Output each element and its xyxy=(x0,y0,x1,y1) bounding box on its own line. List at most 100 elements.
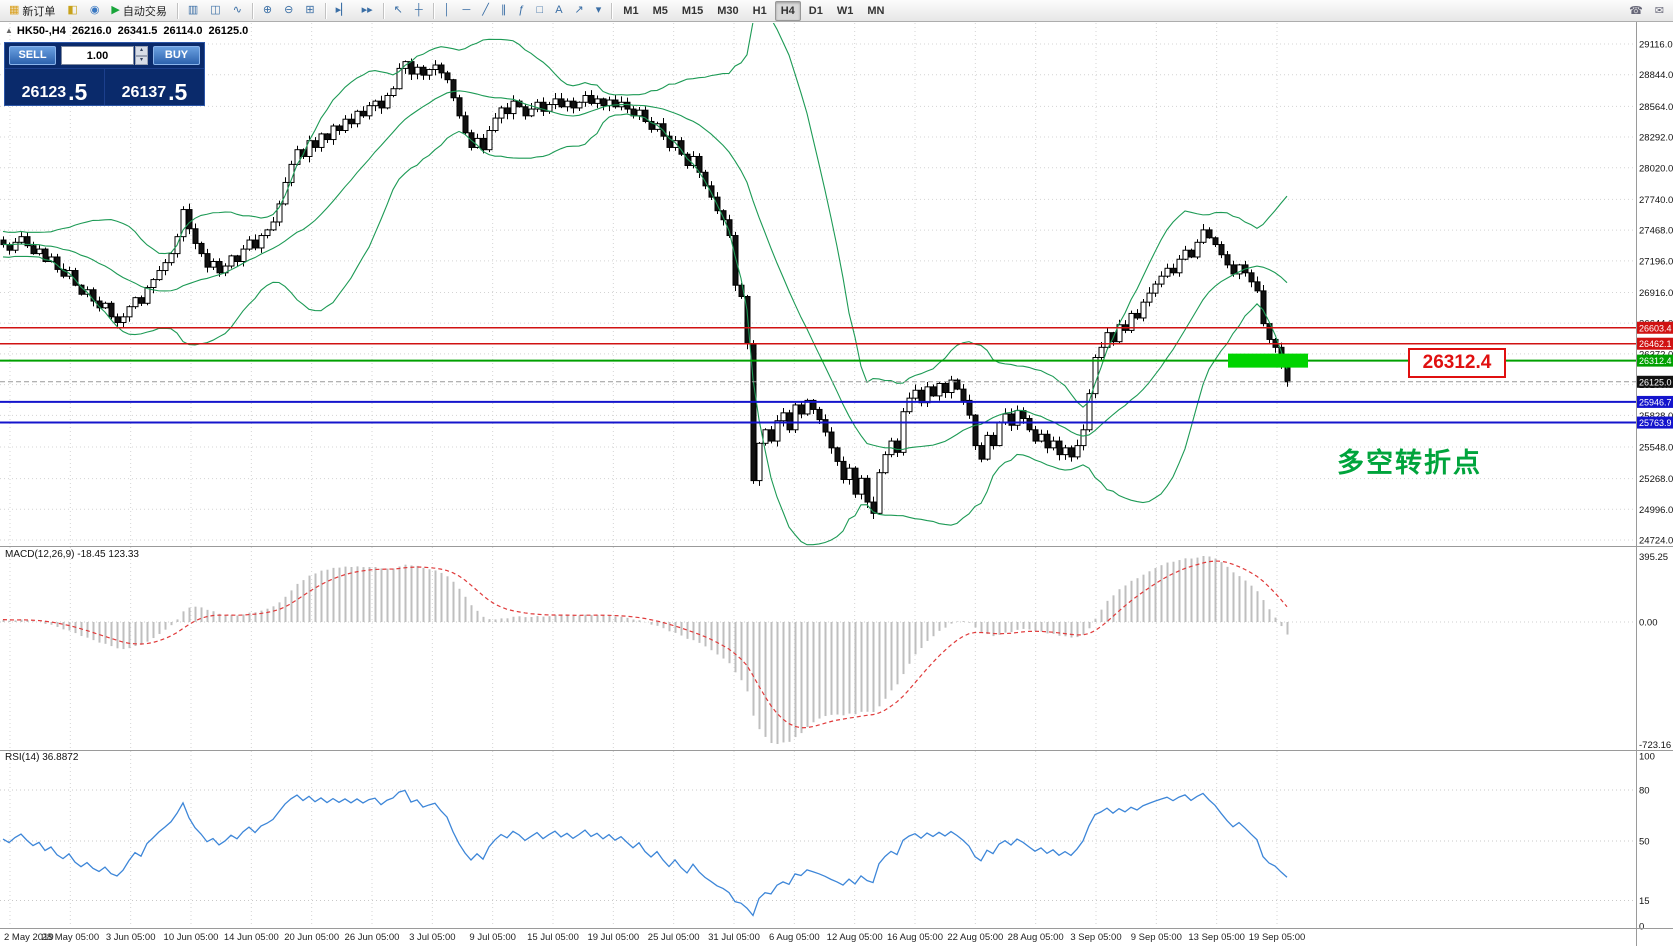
date-axis-label: 3 Jul 05:00 xyxy=(409,932,455,943)
date-axis-label: 12 Aug 05:00 xyxy=(827,932,883,943)
price-callout-label[interactable]: 26312.4 xyxy=(1408,348,1506,378)
timeframe-m5-button[interactable]: M5 xyxy=(647,1,674,21)
bollinger-lower-band xyxy=(2,113,1288,546)
sell-price[interactable]: 26123.5 xyxy=(5,69,105,105)
price-axis-label: 26916.0 xyxy=(1639,288,1673,299)
timeframe-m15-button-label: M15 xyxy=(681,4,704,17)
price-axis-label: 27740.0 xyxy=(1639,195,1673,206)
crosshair-button[interactable]: ┼ xyxy=(410,1,428,21)
price-axis-label: 28844.0 xyxy=(1639,70,1673,81)
rsi-axis-label: 100 xyxy=(1639,752,1655,763)
sell-price-frac: .5 xyxy=(68,79,88,105)
price-tag xyxy=(1637,321,1673,334)
macd-signal-line xyxy=(2,560,1288,729)
tile-windows-icon: ⊞ xyxy=(305,4,315,16)
price-axis-label: 27468.0 xyxy=(1639,226,1673,237)
timeframe-m30-button[interactable]: M30 xyxy=(711,1,744,21)
volume-up-button[interactable]: ▴ xyxy=(135,46,148,56)
buy-price[interactable]: 26137.5 xyxy=(105,69,204,105)
volume-down-button[interactable]: ▾ xyxy=(135,55,148,65)
chart-shift-button[interactable]: ▸▸ xyxy=(357,1,378,21)
line-chart-icon: ∿ xyxy=(232,4,242,16)
alerts-button[interactable]: ☎ xyxy=(1624,1,1648,21)
turning-point-annotation[interactable]: 多空转折点 xyxy=(1337,448,1482,478)
price-axis-label: 28292.0 xyxy=(1639,133,1673,144)
objects-dropdown-button[interactable]: ▾ xyxy=(591,1,607,21)
timeframe-mn-button[interactable]: MN xyxy=(861,1,890,21)
date-axis-label: 9 Jul 05:00 xyxy=(469,932,515,943)
fibonacci-button[interactable]: ƒ xyxy=(513,1,529,21)
timeframe-m1-button[interactable]: M1 xyxy=(617,1,644,21)
rsi-indicator-label: RSI(14) 36.8872 xyxy=(5,752,79,763)
mailbox-button[interactable]: ✉ xyxy=(1650,1,1669,21)
bar-chart-button[interactable]: ▥ xyxy=(183,1,203,21)
arrows-button[interactable]: ↗ xyxy=(570,1,589,21)
vertical-line-icon: │ xyxy=(443,4,451,16)
timeframe-d1-button[interactable]: D1 xyxy=(803,1,829,21)
date-axis-label: 14 Jun 05:00 xyxy=(224,932,279,943)
rsi-line xyxy=(2,789,1288,917)
autotrading-icon: ▶ xyxy=(111,4,120,16)
text-button[interactable]: A xyxy=(550,1,567,21)
tile-windows-button[interactable]: ⊞ xyxy=(300,1,319,21)
shapes-button[interactable]: □ xyxy=(532,1,549,21)
price-axis-label: 24724.0 xyxy=(1639,536,1673,547)
price-tag xyxy=(1637,395,1673,408)
timeframe-h1-button[interactable]: H1 xyxy=(747,1,773,21)
new-order-button-label: 新订单 xyxy=(22,5,56,18)
macd-indicator-label: MACD(12,26,9) -18.45 123.33 xyxy=(5,549,139,560)
rsi-axis-label: 50 xyxy=(1639,837,1650,848)
channel-button[interactable]: ∥ xyxy=(496,1,512,21)
new-order-button[interactable]: ▦ 新订单 xyxy=(4,1,60,21)
highlight-zone[interactable] xyxy=(1228,353,1308,368)
trendline-button[interactable]: ╱ xyxy=(477,1,494,21)
buy-button[interactable]: BUY xyxy=(153,46,200,65)
price-axis-label: 25268.0 xyxy=(1639,474,1673,485)
volume-input[interactable] xyxy=(61,46,134,65)
bollinger-upper-band xyxy=(2,23,1288,408)
zoom-in-button[interactable]: ⊕ xyxy=(258,1,277,21)
timeframe-d1-button-label: D1 xyxy=(808,4,823,17)
timeframe-h4-button-label: H4 xyxy=(780,4,795,17)
date-axis-label: 19 Jul 05:00 xyxy=(587,932,639,943)
date-axis-label: 26 Jun 05:00 xyxy=(345,932,400,943)
timeframe-m15-button[interactable]: M15 xyxy=(676,1,709,21)
ohlc-high: 26341.5 xyxy=(117,25,158,37)
one-click-collapse-arrow[interactable]: ▲ xyxy=(5,26,13,35)
chart-screenshot-button[interactable]: ◧ xyxy=(62,1,82,21)
vertical-line-button[interactable]: │ xyxy=(439,1,456,21)
auto-scroll-button[interactable]: ▸▏ xyxy=(331,1,355,21)
toolbar-separator xyxy=(324,2,326,19)
price-axis-label: 28020.0 xyxy=(1639,163,1673,174)
autotrading-button[interactable]: ▶ 自动交易 xyxy=(106,1,171,21)
zoom-out-button[interactable]: ⊖ xyxy=(279,1,298,21)
symbol-timeframe: HK50-,H4 xyxy=(16,25,66,37)
price-axis-label: 27196.0 xyxy=(1639,256,1673,267)
timeframe-mn-button-label: MN xyxy=(867,4,885,17)
toolbar: ▦ 新订单 ◧ ◉ ▶ 自动交易 ▥ ◫ ∿ ⊕ ⊖ ⊞ ▸▏ ▸▸ ↖ ┼ │ ─ ╱ ∥ ƒ □ A ↗ ▾ M1 M5 M15 M… xyxy=(0,0,1673,22)
horizontal-line-button[interactable]: ─ xyxy=(458,1,476,21)
date-axis-label: 28 Aug 05:00 xyxy=(1008,932,1064,943)
crosshair-icon: ┼ xyxy=(414,4,423,16)
grid: 29116.0 28844.0 28564.0 28292.0 28020.0 27740… xyxy=(0,23,1673,943)
chart-symbol-info: ▲ HK50-,H4 26216.0 26341.5 26114.0 26125.0 xyxy=(5,25,254,37)
timeframe-w1-button-label: W1 xyxy=(836,4,854,17)
timeframe-w1-button[interactable]: W1 xyxy=(831,1,860,21)
price-tag-label: 26125.0 xyxy=(1639,377,1672,387)
sell-button[interactable]: SELL xyxy=(9,46,56,65)
date-axis-label: 6 Aug 05:00 xyxy=(769,932,820,943)
timeframe-m30-button-label: M30 xyxy=(717,4,739,17)
price-tag xyxy=(1637,337,1673,350)
bollinger-middle-band xyxy=(2,90,1288,450)
cursor-button[interactable]: ↖ xyxy=(389,1,408,21)
date-axis-label: 3 Jun 05:00 xyxy=(106,932,156,943)
buy-price-main: 26137 xyxy=(121,84,167,101)
timeframe-h4-button[interactable]: H4 xyxy=(774,0,801,21)
line-chart-button[interactable]: ∿ xyxy=(228,1,247,21)
terminal-button[interactable]: ◉ xyxy=(85,1,105,21)
alerts-icon: ☎ xyxy=(1629,4,1643,17)
bar-chart-icon: ▥ xyxy=(187,4,199,16)
candlestick-chart-button[interactable]: ◫ xyxy=(205,1,225,21)
date-axis-label: 31 Jul 05:00 xyxy=(708,932,760,943)
